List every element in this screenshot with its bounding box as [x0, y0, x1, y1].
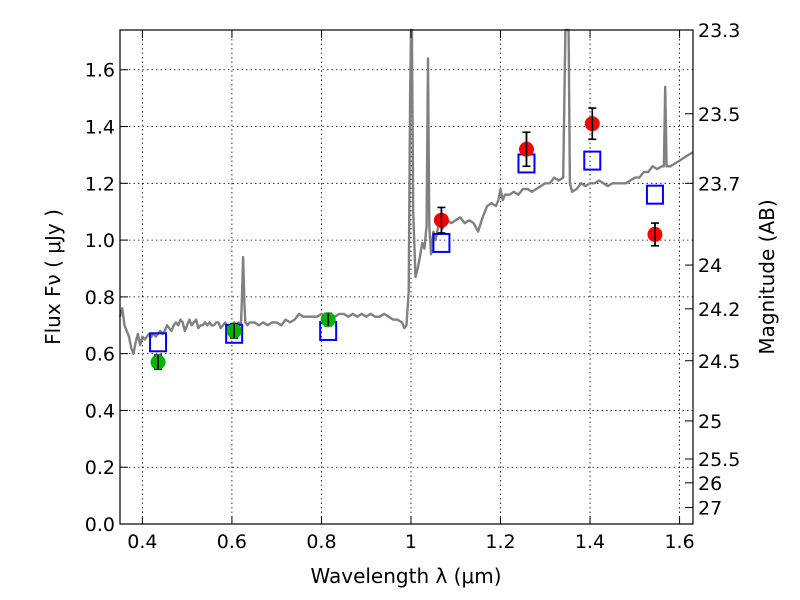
spectrum-layer: [118, 28, 694, 355]
mag-tick-label: 25: [698, 411, 722, 433]
model-photometry-square: [645, 184, 664, 205]
y-tick-label: 1.0: [85, 230, 115, 252]
mag-tick-label: 24.5: [698, 351, 740, 373]
x-tick-label: 1.2: [485, 531, 515, 553]
y-tick-label: 1.6: [85, 60, 115, 82]
mag-tick-label: 26: [698, 473, 722, 495]
plot-frame: [119, 29, 694, 525]
mag-tick-label: 24: [698, 255, 722, 277]
x-tick-label: 0.8: [306, 531, 336, 553]
x-tick-label: 1: [405, 531, 417, 553]
y-axis-title: Flux Fν ( μJy ): [41, 209, 65, 345]
mag-tick-label: 24.2: [698, 299, 740, 321]
x-tick-label: 0.4: [127, 531, 157, 553]
model-photometry-square: [149, 332, 168, 353]
marker-layer: [149, 107, 664, 371]
model-photometry-square: [432, 232, 451, 253]
x-tick-label: 0.6: [217, 531, 247, 553]
spectrum-line: [118, 28, 694, 355]
mag-tick-label: 27: [698, 498, 722, 520]
mag-tick-label: 23.3: [698, 20, 740, 42]
tick-layer: 0.4 0.6 0.8 1 1.2 1.4 1.6 0.0 0.2 0.4 0.6 0.8 1.0 1.2…: [85, 20, 741, 553]
y-tick-label: 0.6: [85, 344, 115, 366]
y-tick-label: 0.0: [85, 514, 115, 536]
mag-tick-label: 23.7: [698, 173, 740, 195]
y-tick-label: 0.2: [85, 457, 115, 479]
y-tick-label: 0.8: [85, 287, 115, 309]
y-tick-label: 1.2: [85, 173, 115, 195]
y-tick-label: 0.4: [85, 400, 115, 422]
x-axis-title: Wavelength λ (μm): [310, 564, 501, 588]
mag-tick-label: 23.5: [698, 104, 740, 126]
x-tick-label: 1.4: [575, 531, 605, 553]
mag-tick-label: 25.5: [698, 449, 740, 471]
y-tick-label: 1.4: [85, 117, 115, 139]
model-photometry-square: [583, 150, 602, 171]
y2-axis-title: Magnitude (AB): [755, 199, 779, 354]
x-tick-label: 1.6: [664, 531, 694, 553]
